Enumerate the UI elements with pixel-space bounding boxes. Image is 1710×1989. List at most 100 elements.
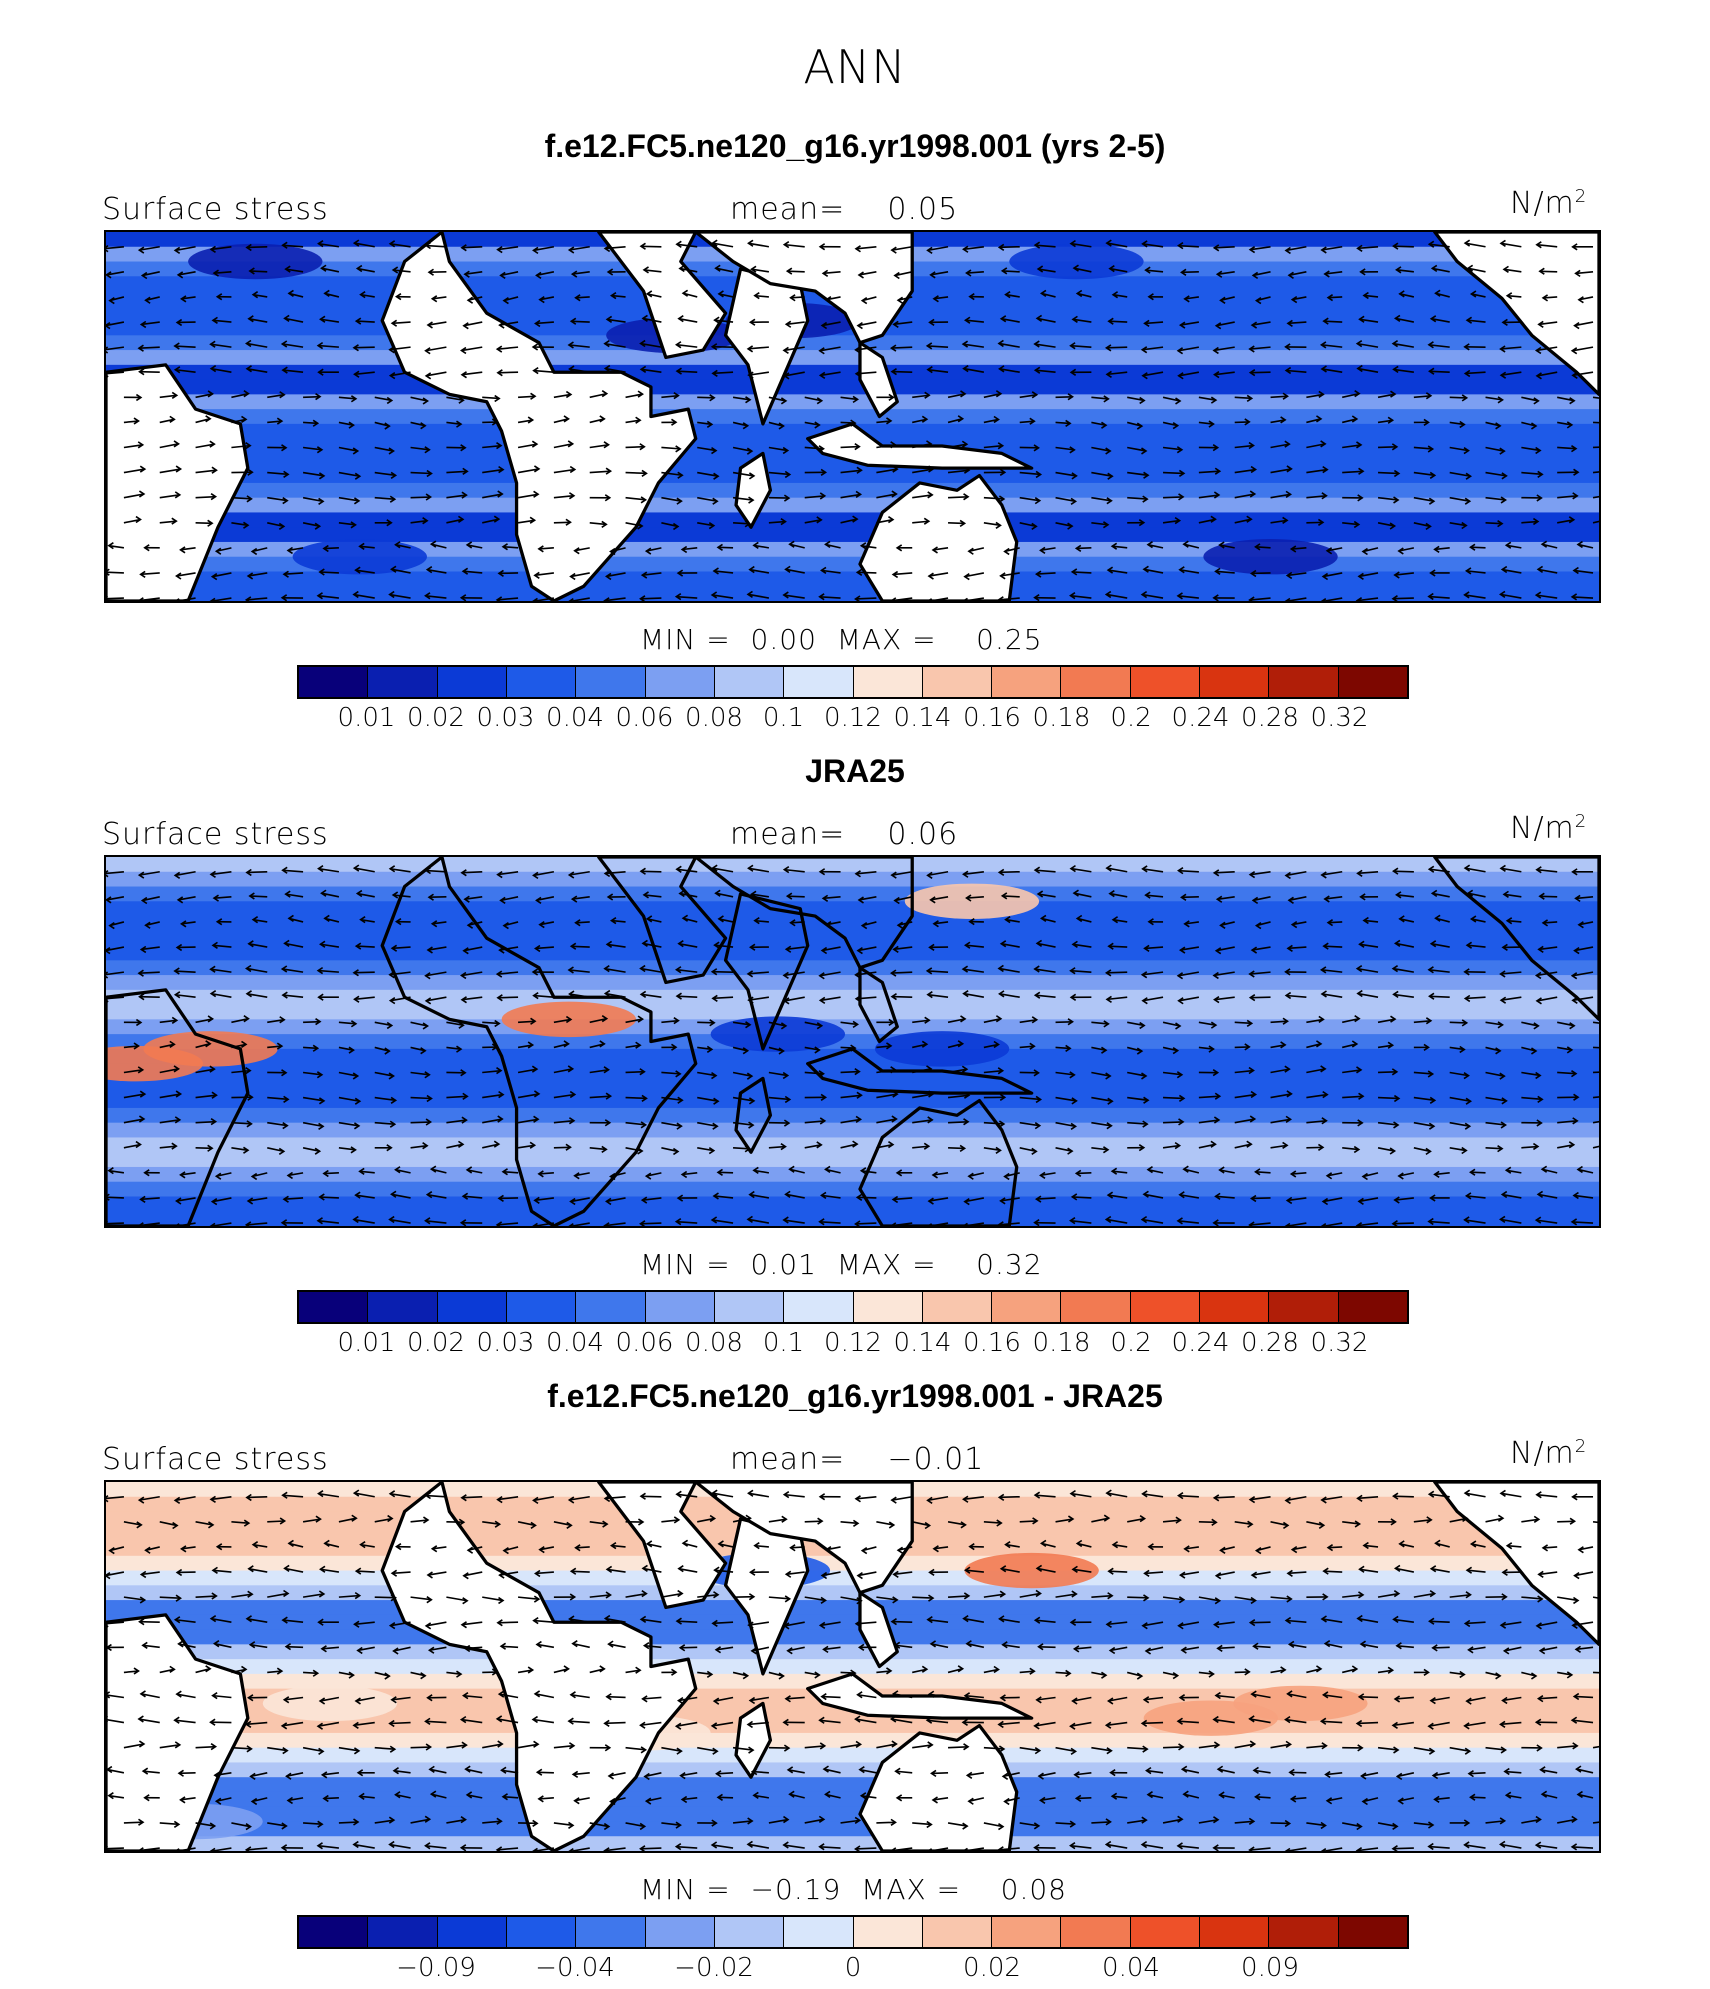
vector-head [1574, 1645, 1582, 1653]
vector-shaft [948, 521, 965, 525]
vector-head [209, 1822, 217, 1830]
vector-head [1356, 244, 1363, 252]
vector-shaft [106, 1571, 125, 1577]
vector-shaft [1572, 371, 1594, 377]
vector-head [108, 1546, 115, 1555]
samerica-coastline [106, 988, 250, 1226]
vector-shaft [857, 1571, 877, 1577]
vector-head [1504, 541, 1512, 549]
vector-shaft [461, 996, 483, 1001]
vector-head [463, 270, 470, 278]
vector-head [533, 1115, 540, 1123]
vector-shaft [1091, 1821, 1111, 1824]
vector-shaft [607, 943, 626, 948]
vector-head [425, 493, 433, 501]
vector-shaft [1106, 1492, 1128, 1498]
vector-head [639, 1822, 647, 1831]
vector-head [495, 1221, 503, 1226]
vector-head [348, 1046, 355, 1054]
vector-shaft [1342, 521, 1359, 526]
vector-shaft [338, 1146, 356, 1151]
vector-shaft [840, 1743, 861, 1749]
vector-shaft [500, 896, 519, 902]
vector-shaft [1572, 971, 1594, 977]
vector-shaft [983, 1069, 1003, 1074]
vector-shaft [535, 1571, 554, 1575]
vector-shaft [1019, 1520, 1038, 1523]
vector-shaft [210, 1495, 232, 1501]
vector-shaft [604, 1222, 626, 1226]
stress-band [106, 1019, 1599, 1035]
vector-head [215, 293, 223, 301]
vector-shaft [212, 1569, 232, 1573]
vector-head [925, 342, 933, 350]
vector-shaft [267, 496, 288, 502]
colorbar-tick-label: 0.02 [963, 1953, 1021, 1983]
vector-head [1393, 496, 1400, 504]
vector-head [1029, 1042, 1036, 1050]
vector-shaft [1091, 1517, 1109, 1523]
vector-head [1428, 1122, 1436, 1130]
vector-shaft [1449, 396, 1467, 399]
vector-head [711, 864, 718, 872]
vector-shaft [354, 1492, 375, 1498]
vector-head [1035, 570, 1042, 578]
vector-shaft [392, 1571, 411, 1575]
vector-shaft [123, 1670, 139, 1674]
vector-head [1537, 470, 1544, 478]
vector-head [1284, 440, 1291, 448]
vector-shaft [1285, 1847, 1307, 1851]
vector-shaft [1521, 1096, 1543, 1101]
vector-shaft [246, 1721, 268, 1726]
vector-head [1177, 867, 1184, 875]
vector-shaft [1359, 1696, 1379, 1699]
colorbar-tick-label: 0.16 [963, 703, 1021, 733]
vector-head [567, 246, 575, 254]
vector-head [281, 866, 288, 874]
vector-head [175, 1197, 182, 1205]
vector-head [1570, 1218, 1578, 1226]
vector-shaft [1503, 893, 1522, 898]
vector-head [497, 1740, 504, 1748]
vector-head [891, 1690, 899, 1698]
colorbar-swatch [645, 1917, 715, 1947]
vector-head [1577, 296, 1584, 304]
vector-head [497, 490, 504, 498]
vector-shaft [927, 345, 949, 348]
vector-shaft [195, 1521, 214, 1526]
vector-shaft [1019, 1045, 1035, 1049]
stress-anomaly-patch [188, 243, 323, 280]
vector-head [348, 1671, 355, 1679]
vector-shaft [1306, 1521, 1324, 1527]
vector-head [744, 520, 752, 528]
vector-shaft [1377, 1146, 1395, 1152]
vector-head [1212, 1715, 1219, 1724]
vector-head [280, 965, 288, 973]
vector-shaft [1575, 271, 1594, 275]
colorbar-tick-label: 0.28 [1241, 1328, 1299, 1358]
stress-band [106, 1732, 1599, 1749]
vector-shaft [1055, 1121, 1076, 1128]
vector-head [1177, 1622, 1184, 1630]
vector-shaft [858, 271, 877, 276]
vector-head [1395, 1772, 1403, 1781]
vector-shaft [790, 296, 805, 299]
vector-shaft [338, 1821, 359, 1824]
vector-head [245, 1493, 252, 1502]
vector-shaft [1485, 521, 1503, 525]
vector-head [173, 366, 181, 374]
vector-shaft [716, 1771, 734, 1775]
vector-head [574, 294, 581, 302]
vector-head [711, 446, 718, 455]
vector-shaft [338, 471, 360, 478]
vector-shaft [840, 1094, 862, 1099]
vector-head [888, 1521, 896, 1529]
vector-shaft [1359, 1568, 1379, 1573]
vector-shaft [825, 543, 841, 549]
vector-head [818, 1716, 825, 1724]
vector-shaft [642, 1567, 662, 1573]
vector-head [1357, 1197, 1364, 1206]
vector-head [462, 467, 469, 475]
vector-shaft [1322, 572, 1343, 578]
vector-shaft [1321, 368, 1343, 374]
